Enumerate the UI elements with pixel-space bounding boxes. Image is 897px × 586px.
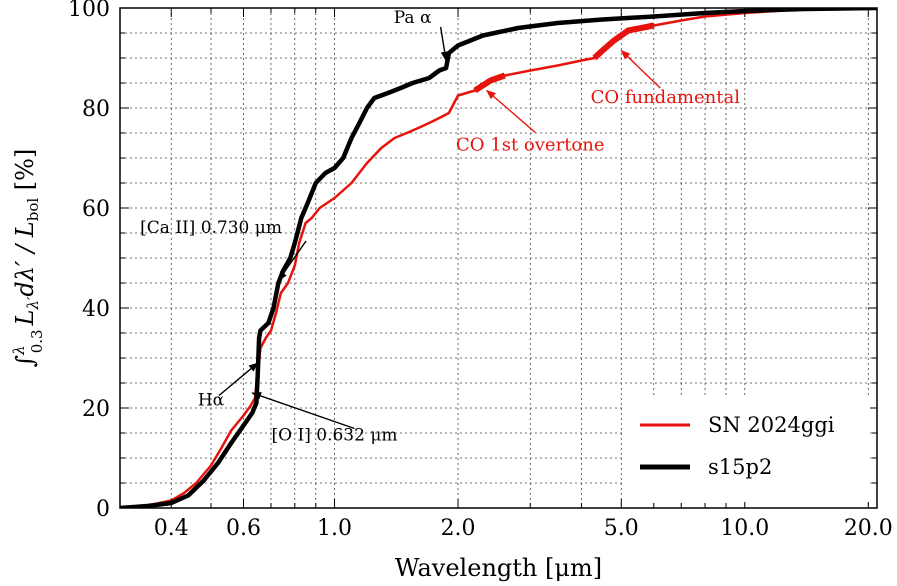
y-tick-label: 40 [82, 297, 110, 322]
y-axis-title: ∫λ0.3 Lλ′dλ′ / Lbol [%] [10, 149, 46, 368]
x-tick-label: 1.0 [317, 516, 352, 541]
annotation-label-cof: CO fundamental [591, 87, 741, 108]
annotation-label-paa: Pa α [394, 8, 432, 28]
y-tick-label: 100 [68, 0, 110, 22]
x-tick-label: 2.0 [441, 516, 476, 541]
legend-label-s15p2: s15p2 [708, 455, 772, 479]
ticks: 0.4 0.6 1.0 2.0 5.0 10.0 20.0 0 20 40 60 80 100 [68, 0, 893, 541]
annotations: Pa α [Ca II] 0.730 μm Hα [O I] 0.632 μm CO 1… [140, 8, 740, 446]
annotation-arrow-o1 [251, 392, 355, 430]
x-tick-label: 0.6 [226, 516, 261, 541]
legend: SN 2024ggi s15p2 [625, 398, 870, 502]
y-tick-label: 80 [82, 97, 110, 122]
series-line-s15p2 [120, 8, 877, 508]
ylabel-upper: λ [10, 345, 28, 356]
annotation-label-ha: Hα [198, 391, 225, 411]
annotation-arrow-cof [620, 49, 661, 89]
ylabel-differential: dλ′ / L [11, 221, 39, 296]
x-tick-label: 20.0 [844, 516, 893, 541]
annotation-arrow-ca2 [277, 240, 307, 282]
y-tick-label: 0 [96, 497, 110, 522]
annotation-label-ca2: [Ca II] 0.730 μm [140, 218, 282, 238]
annotation-label-co1: CO 1st overtone [456, 135, 604, 156]
x-tick-label: 0.4 [154, 516, 189, 541]
x-axis-title: Wavelength [μm] [395, 554, 602, 582]
annotation-label-o1: [O I] 0.632 μm [272, 426, 398, 446]
series-layer [120, 8, 877, 508]
ylabel-unit: [%] [11, 149, 39, 198]
annotation-arrow-paa [439, 26, 449, 62]
y-tick-label: 60 [82, 197, 110, 222]
x-tick-label: 5.0 [604, 516, 639, 541]
y-tick-label: 20 [82, 397, 110, 422]
annotation-arrow-ha [218, 362, 259, 397]
ylabel-integral: ∫ [11, 355, 39, 368]
series-highlight-sn-2024ggi [592, 22, 655, 61]
series-highlight-sn-2024ggi [473, 72, 506, 94]
ylabel-integrand-sub: λ′ [24, 296, 42, 311]
ylabel-lower: 0.3 [28, 329, 46, 353]
legend-label-sn2024ggi: SN 2024ggi [708, 413, 835, 437]
ylabel-bol: bol [24, 198, 42, 222]
x-tick-label: 10.0 [720, 516, 769, 541]
annotation-arrow-co1 [486, 89, 536, 134]
ylabel-integrand: L [11, 310, 39, 327]
